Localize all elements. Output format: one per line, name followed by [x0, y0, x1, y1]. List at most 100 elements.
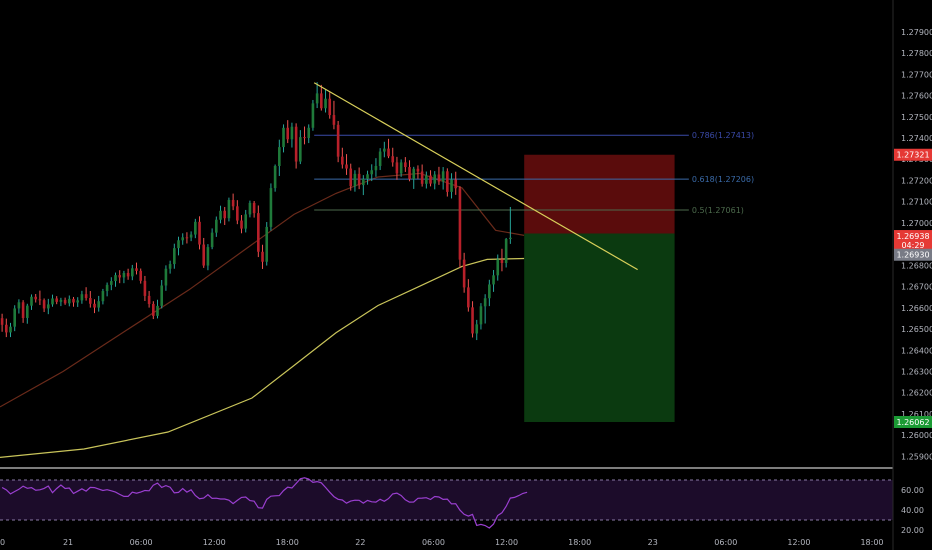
candle — [446, 171, 449, 192]
time-tick-label: 18:00 — [860, 538, 883, 547]
rsi-pane — [0, 467, 893, 529]
candle — [152, 303, 155, 316]
rsi-band — [0, 480, 893, 520]
candle — [110, 281, 113, 285]
candle — [429, 175, 432, 184]
candle — [504, 239, 508, 264]
candle — [395, 162, 399, 174]
candle — [206, 247, 210, 266]
time-tick-label: 12:00 — [787, 538, 810, 547]
time-tick-label: 12:00 — [203, 538, 226, 547]
candle — [139, 270, 143, 281]
candle — [408, 167, 411, 180]
candle — [416, 168, 420, 172]
price-tick-label: 1.27100 — [901, 198, 932, 207]
take-profit-zone — [524, 233, 675, 422]
candle — [0, 318, 4, 325]
candle — [231, 199, 235, 207]
candle — [118, 275, 122, 278]
candle — [131, 268, 134, 277]
candle — [55, 298, 59, 302]
candle — [101, 291, 105, 302]
candle — [471, 307, 474, 334]
candle — [21, 302, 25, 318]
candle — [265, 226, 269, 262]
candle — [370, 170, 374, 175]
candle — [412, 168, 416, 180]
candle — [59, 299, 63, 302]
candle — [454, 179, 458, 189]
candle — [378, 151, 382, 166]
candle — [479, 306, 483, 325]
candle — [269, 188, 273, 227]
trendline — [313, 82, 638, 271]
candle — [320, 93, 323, 109]
candle — [441, 171, 445, 182]
candle — [475, 324, 479, 334]
candle — [160, 285, 164, 306]
candle — [404, 162, 407, 168]
candle — [135, 268, 138, 271]
candle — [341, 156, 344, 165]
price-tick-label: 1.27500 — [901, 113, 932, 122]
candle — [194, 221, 197, 235]
price-tag-label: 1.27321 — [896, 151, 929, 160]
candle — [488, 284, 491, 299]
candle — [215, 219, 218, 233]
time-tick-label: 00 — [0, 538, 5, 547]
candle — [324, 98, 327, 109]
candle — [336, 124, 340, 157]
candle — [210, 232, 214, 248]
candle — [450, 179, 453, 192]
candle — [4, 324, 8, 333]
candle — [299, 137, 302, 162]
candle — [72, 298, 75, 303]
candle — [387, 148, 390, 157]
candle — [290, 126, 294, 140]
price-tick-label: 1.27900 — [901, 28, 932, 37]
candle — [51, 298, 54, 305]
position-tool[interactable] — [524, 154, 675, 422]
candle — [164, 268, 168, 286]
candle — [500, 259, 504, 264]
candle — [257, 213, 260, 252]
moving-average-line-1 — [0, 257, 525, 458]
fibonacci-retracement[interactable]: 0.786(1.27413) 0.618(1.27206) 0.5(1.27061) — [314, 131, 754, 215]
candle — [345, 164, 348, 169]
fib-label-0.786: 0.786(1.27413) — [692, 131, 754, 140]
price-tick-label: 1.26600 — [901, 304, 932, 313]
candle — [383, 148, 386, 152]
candle — [433, 174, 437, 184]
candle — [105, 284, 109, 292]
candle — [84, 294, 88, 299]
price-tick-label: 1.26200 — [901, 389, 932, 398]
trendline[interactable] — [313, 82, 638, 271]
moving-averages — [0, 172, 525, 458]
candle — [34, 296, 38, 300]
candle — [307, 127, 311, 138]
price-tag-label: 1.26930 — [896, 251, 929, 260]
candle — [496, 259, 500, 276]
candle — [294, 126, 298, 162]
candle — [173, 248, 176, 265]
candles[interactable] — [0, 82, 512, 341]
time-tick-label: 06:00 — [422, 538, 445, 547]
price-tick-label: 1.26400 — [901, 346, 932, 355]
price-tick-label: 1.27700 — [901, 70, 932, 79]
stop-loss-zone — [524, 154, 675, 234]
candle — [97, 301, 101, 308]
price-tick-label: 1.25900 — [901, 452, 932, 461]
price-tick-label: 1.26300 — [901, 367, 932, 376]
candle — [286, 127, 290, 140]
candle — [357, 173, 361, 186]
price-tag — [894, 148, 932, 161]
candle — [68, 298, 71, 304]
candle — [89, 298, 92, 304]
candle — [349, 168, 353, 187]
candle — [143, 280, 147, 296]
candle — [168, 264, 172, 269]
candle — [126, 272, 130, 277]
candle — [42, 300, 46, 309]
